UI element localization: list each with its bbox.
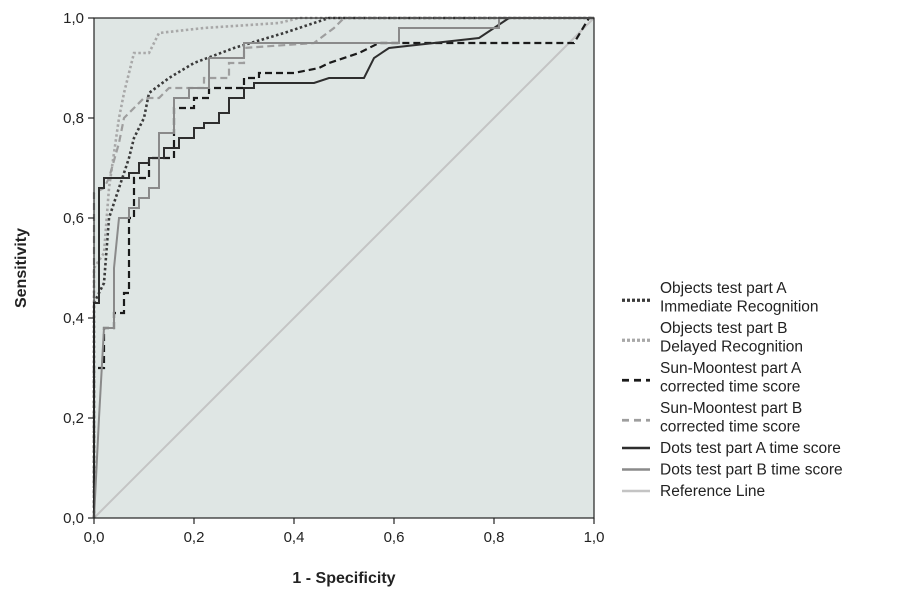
x-tick-label: 0,0 xyxy=(84,529,105,546)
legend-entry-7: Reference Line xyxy=(660,483,765,500)
x-tick-label: 0,4 xyxy=(284,529,305,546)
legend-entry-1: Objects test part A Immediate Recognition xyxy=(660,280,819,316)
series-layer xyxy=(92,16,595,519)
series-line-1 xyxy=(92,16,594,518)
y-tick-label: 0,4 xyxy=(63,310,84,327)
x-tick-label: 0,2 xyxy=(184,529,205,546)
y-tick-label: 0,0 xyxy=(63,510,84,527)
legend-entry-6: Dots test part B time score xyxy=(660,462,843,479)
x-tick-label: 0,8 xyxy=(484,529,505,546)
axis-layer: 0,0 0,2 0,4 0,6 0,8 1,0 0,0 0,2 0,4 0,6 0,8 1,0 xyxy=(63,10,604,546)
x-axis-title: 1 - Specificity xyxy=(292,570,395,587)
series-line-5 xyxy=(93,17,594,518)
series-line-7 xyxy=(93,17,595,519)
x-tick-label: 1,0 xyxy=(584,529,605,546)
y-tick-label: 0,8 xyxy=(63,110,84,127)
plot-frame xyxy=(93,17,595,519)
series-line-2 xyxy=(92,16,594,518)
y-tick-label: 0,2 xyxy=(63,410,84,427)
legend: Objects test part A Immediate Recognition… xyxy=(622,280,843,500)
y-tick-label: 1,0 xyxy=(63,10,84,27)
series-line-6 xyxy=(93,17,594,519)
y-axis-title: Sensitivity xyxy=(13,228,30,308)
legend-entry-5: Dots test part A time score xyxy=(660,440,841,457)
y-tick-label: 0,6 xyxy=(63,210,84,227)
legend-entry-2: Objects test part B Delayed Recognition xyxy=(660,320,803,356)
x-tick-label: 0,6 xyxy=(384,529,405,546)
series-line-3 xyxy=(92,16,594,518)
